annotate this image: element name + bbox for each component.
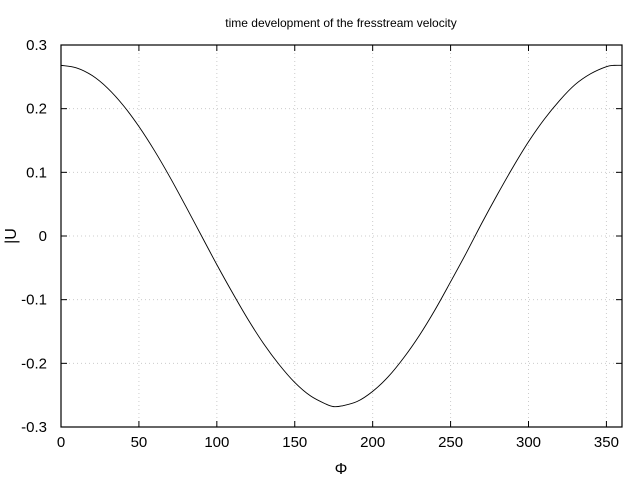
x-axis-label: Φ [335,461,348,478]
x-tick-label: 350 [594,434,619,451]
y-tick-label: 0.1 [26,164,47,181]
chart-title: time development of the fresstream veloc… [225,16,456,30]
series-line [60,64,623,408]
grid [60,44,622,428]
x-tick-label: 300 [516,434,541,451]
y-tick-label: 0.2 [26,101,47,118]
y-tick-label: -0.1 [21,292,47,309]
y-tick-label: 0.3 [26,37,47,54]
x-tick-label: 150 [282,434,307,451]
y-axis-label: |U [3,228,20,244]
y-tick-label: -0.2 [21,355,47,372]
y-tick-labels: 0.3 0.2 0.1 0 -0.1 -0.2 -0.3 [21,37,47,436]
x-tick-label: 100 [204,434,229,451]
x-tick-label: 200 [360,434,385,451]
y-tick-label: 0 [39,228,47,245]
x-tick-label: 0 [57,434,65,451]
x-tick-label: 50 [131,434,148,451]
x-tick-label: 250 [438,434,463,451]
y-tick-label: -0.3 [21,419,47,436]
x-tick-labels: 0 50 100 150 200 250 300 350 [57,434,619,451]
ticks [60,44,622,428]
